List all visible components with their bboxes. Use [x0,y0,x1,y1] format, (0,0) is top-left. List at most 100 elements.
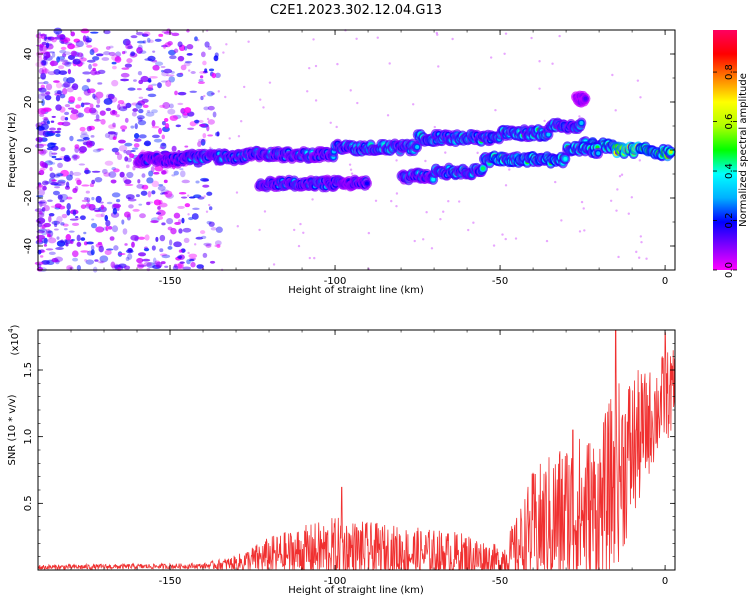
heatmap-noise-blob [133,138,142,142]
heatmap-noise-blob [129,153,135,159]
heatmap-noise-blob [183,237,190,243]
heatmap-noise-blob [143,31,151,37]
heatmap-noise-blob [41,180,49,186]
heatmap-noise-blob [151,119,156,127]
heatmap-noise-blob [136,184,145,189]
heatmap-noise-blob [376,36,379,39]
heatmap-noise-blob [259,98,262,101]
heatmap-noise-blob [195,180,200,184]
heatmap-noise-blob [292,228,296,232]
heatmap-noise-blob [80,131,88,135]
heatmap-noise-blob [501,233,504,236]
heatmap-noise-blob [545,239,549,243]
heatmap-noise-blob [81,184,90,187]
heatmap-noise-blob [447,200,450,203]
heatmap-noise-blob [94,259,99,262]
heatmap-noise-blob [203,94,206,98]
heatmap-noise-blob [59,93,66,99]
heatmap-noise-blob [195,236,204,240]
heatmap-noise-blob [64,116,69,121]
heatmap-noise-blob [47,199,53,202]
heatmap-noise-blob [228,137,231,140]
heatmap-noise-blob [205,243,212,248]
heatmap-noise-blob [123,50,127,54]
heatmap-noise-blob [94,176,103,183]
heatmap-noise-blob [174,221,181,226]
heatmap-noise-blob [167,246,173,250]
colorbar-gradient [713,30,737,270]
heatmap-noise-blob [202,252,208,258]
heatmap-noise-blob [209,146,212,150]
heatmap-noise-blob [118,145,128,152]
heatmap-noise-blob [76,52,84,58]
heatmap-noise-blob [99,255,109,263]
heatmap-noise-blob [116,153,123,161]
heatmap-noise-blob [63,81,71,88]
heatmap-noise-blob [142,104,149,109]
heatmap-noise-blob [112,122,116,128]
heatmap-noise-blob [151,83,158,86]
heatmap-noise-blob [263,210,267,213]
heatmap-noise-blob [243,85,246,89]
heatmap-noise-blob [135,102,143,109]
heatmap-noise-blob [157,206,161,210]
heatmap-noise-blob [48,51,55,54]
heatmap-noise-blob [190,71,196,74]
heatmap-noise-blob [75,104,81,109]
heatmap-noise-blob [214,244,217,248]
heatmap-noise-blob [207,134,214,137]
heatmap-noise-blob [120,72,130,78]
heatmap-noise-blob [85,259,95,265]
heatmap-noise-blob [85,37,93,43]
heatmap-noise-blob [102,226,108,231]
heatmap-noise-blob [76,234,81,242]
heatmap-noise-blob [171,145,177,152]
heatmap-noise-blob [40,72,47,80]
heatmap-noise-blob [65,242,69,247]
heatmap-noise-blob [62,88,68,95]
heatmap-noise-blob [213,55,219,62]
heatmap-noise-blob [206,191,213,196]
heatmap-noise-blob [169,115,179,121]
heatmap-noise-blob [200,95,204,101]
heatmap-noise-blob [147,84,154,90]
heatmap-noise-blob [458,200,461,203]
heatmap-noise-blob [444,151,447,154]
x-tick-label: 0 [662,276,668,287]
snr-y-axis-label: SNR (10 * v/v) [7,394,18,465]
heatmap-noise-blob [53,68,61,75]
heatmap-noise-blob [635,250,638,254]
heatmap-noise-blob [209,260,216,264]
heatmap-noise-blob [155,236,159,242]
heatmap-noise-blob [151,190,156,195]
heatmap-noise-blob [136,257,144,264]
heatmap-noise-blob [158,199,163,205]
heatmap-noise-blob [127,197,131,200]
y-tick-label: 0 [23,147,34,153]
heatmap-noise-blob [616,188,619,191]
heatmap-noise-blob [127,248,133,253]
heatmap-noise-blob [152,64,160,71]
heatmap-noise-blob [124,211,131,218]
heatmap-noise-blob [141,258,151,262]
heatmap-noise-blob [614,109,617,112]
heatmap-noise-blob [38,87,47,93]
heatmap-noise-blob [196,264,204,269]
heatmap-noise-blob [237,135,241,138]
heatmap-noise-blob [299,222,302,226]
heatmap-noise-blob [108,226,113,230]
heatmap-noise-blob [211,72,217,79]
heatmap-noise-blob [164,265,169,268]
heatmap-noise-blob [205,210,209,213]
heatmap-noise-blob [40,149,48,154]
heatmap-noise-blob [336,62,339,66]
heatmap-noise-blob [161,30,169,34]
heatmap-noise-blob [194,36,198,42]
heatmap-noise-blob [45,83,53,91]
heatmap-noise-blob [114,56,122,63]
heatmap-noise-blob [72,257,79,262]
heatmap-noise-blob [64,61,72,67]
heatmap-noise-blob [140,190,148,196]
colorbar: 0.0 0.2 0.4 0.6 0.8 Normalized spectral ampl… [713,30,749,278]
heatmap-noise-blob [197,38,200,42]
